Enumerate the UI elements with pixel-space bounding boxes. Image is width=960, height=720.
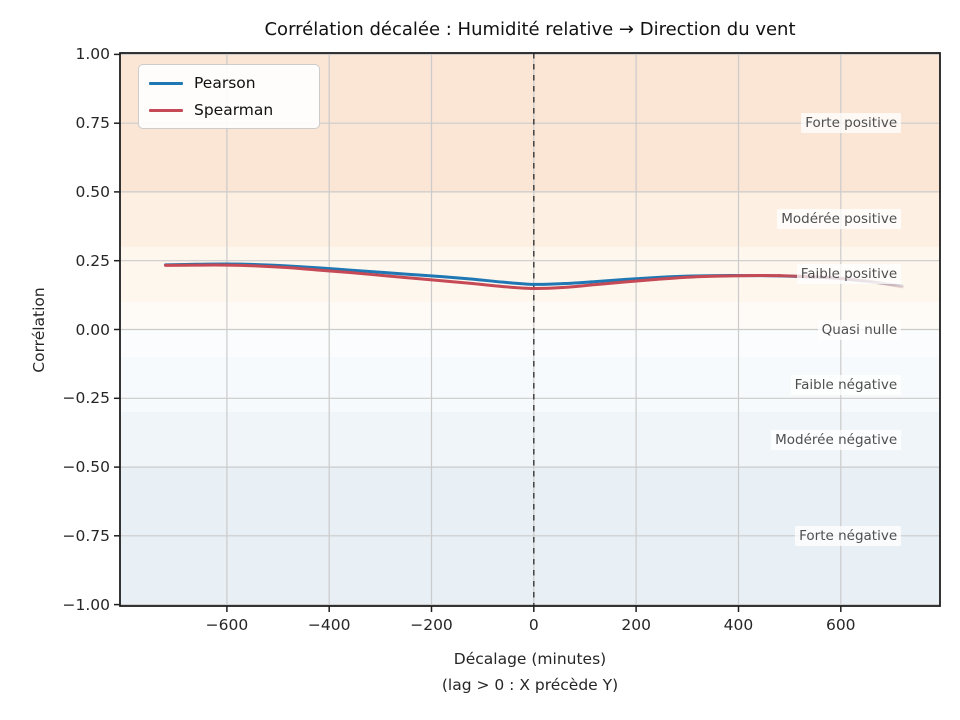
band-label: Forte positive bbox=[801, 113, 902, 134]
legend-label-pearson: Pearson bbox=[194, 74, 256, 92]
band bbox=[120, 301, 940, 330]
spearman-line-swatch bbox=[149, 108, 183, 112]
x-tick-label: 0 bbox=[528, 616, 539, 634]
pearson-line-swatch bbox=[149, 81, 183, 85]
y-tick-label: 1.00 bbox=[75, 45, 110, 64]
x-tick-label: −600 bbox=[205, 616, 249, 634]
band-label: Modérée négative bbox=[771, 429, 902, 450]
plot-border bbox=[119, 52, 941, 607]
legend-label-spearman: Spearman bbox=[194, 101, 274, 119]
x-tick-label: −400 bbox=[307, 616, 351, 634]
y-tick-label: 0.75 bbox=[75, 114, 110, 133]
y-tick-label: −1.00 bbox=[62, 595, 111, 614]
x-tick-label: 200 bbox=[621, 616, 651, 634]
chart-title: Corrélation décalée : Humidité relative … bbox=[264, 19, 796, 40]
y-tick-label: −0.50 bbox=[62, 458, 111, 477]
x-axis-note: (lag > 0 : X précède Y) bbox=[441, 676, 619, 694]
legend-item-pearson: Pearson bbox=[149, 74, 307, 92]
legend-item-spearman: Spearman bbox=[149, 101, 307, 119]
x-tick-label: −200 bbox=[410, 616, 453, 634]
y-tick-label: −0.25 bbox=[62, 389, 111, 408]
x-axis-label-text: Décalage (minutes) bbox=[453, 650, 607, 668]
band-label: Faible positive bbox=[796, 264, 902, 285]
x-tick-label: 600 bbox=[825, 616, 856, 634]
band-label: Forte négative bbox=[795, 525, 902, 546]
x-tick-label: 400 bbox=[723, 616, 754, 634]
x-axis-label: Décalage (minutes) (lag > 0 : X précède … bbox=[120, 646, 940, 698]
y-tick-label: 0.25 bbox=[75, 251, 110, 270]
band-label: Modérée positive bbox=[777, 209, 902, 230]
y-tick-label: 0.00 bbox=[75, 320, 110, 339]
y-tick-label: −0.75 bbox=[62, 526, 111, 545]
legend: Pearson Spearman bbox=[138, 64, 320, 129]
band-label: Faible négative bbox=[790, 374, 902, 395]
spearman-line bbox=[164, 263, 781, 291]
band-label: Quasi nulle bbox=[817, 319, 902, 340]
y-tick-label: 0.50 bbox=[75, 182, 110, 201]
tick-marks bbox=[114, 53, 842, 612]
band bbox=[120, 329, 940, 358]
